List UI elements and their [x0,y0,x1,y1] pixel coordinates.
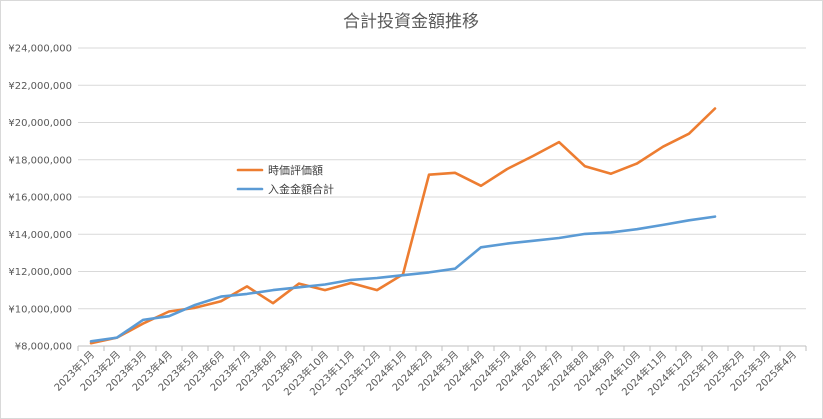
y-tick-label: ¥10,000,000 [8,304,72,315]
x-axis-ticks: 2023年1月2023年2月2023年3月2023年4月2023年5月2023年… [51,348,799,398]
chart-title: 合計投資金額推移 [343,12,479,32]
series-lines [89,107,717,345]
series-line-0 [89,107,717,345]
y-tick-label: ¥18,000,000 [8,155,72,166]
series-line-1 [89,215,717,343]
y-tick-label: ¥8,000,000 [15,342,72,353]
legend-label: 入金金額合計 [268,182,334,196]
x-axis [77,345,807,351]
y-tick-label: ¥24,000,000 [8,44,72,55]
y-axis-ticks: ¥8,000,000 ¥10,000,000 ¥12,000,000 ¥14,000,… [8,44,72,353]
y-tick-label: ¥16,000,000 [8,193,72,204]
y-tick-label: ¥14,000,000 [8,230,72,241]
y-tick-label: ¥12,000,000 [8,267,72,278]
y-tick-label: ¥22,000,000 [8,81,72,92]
gridlines [78,47,806,310]
y-tick-label: ¥20,000,000 [8,118,72,129]
legend-label: 時価評価額 [268,163,323,177]
